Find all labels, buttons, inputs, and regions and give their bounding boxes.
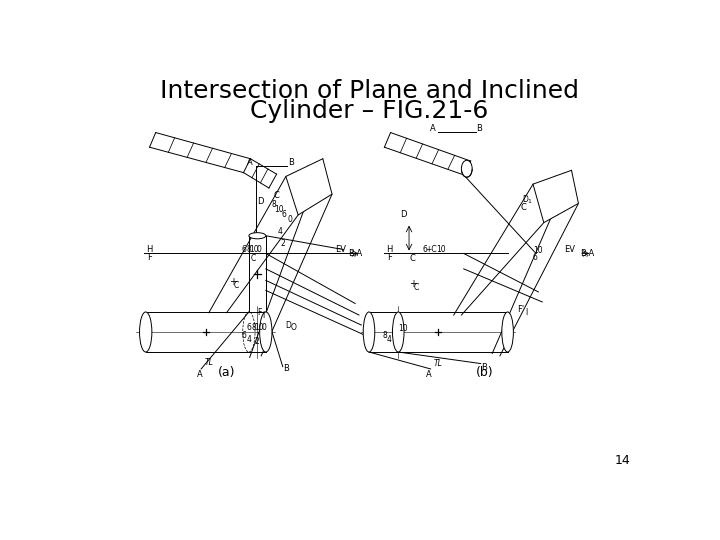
Text: 8: 8 (272, 200, 276, 210)
Text: F: F (147, 253, 152, 262)
Ellipse shape (392, 312, 404, 352)
Polygon shape (533, 170, 578, 222)
Text: B: B (482, 363, 487, 372)
Text: 6: 6 (242, 332, 247, 340)
Text: 6: 6 (423, 245, 428, 254)
Text: O: O (291, 323, 297, 332)
Text: D: D (285, 321, 291, 329)
Text: TL: TL (434, 359, 443, 368)
Ellipse shape (363, 312, 375, 352)
Text: 14: 14 (615, 454, 631, 467)
Text: 8: 8 (246, 245, 251, 254)
Text: 1: 1 (527, 199, 531, 204)
Text: A: A (426, 370, 432, 379)
Text: +C: +C (426, 245, 437, 254)
Text: 10: 10 (249, 245, 259, 254)
Text: 10: 10 (254, 323, 264, 332)
Text: C: C (521, 202, 527, 212)
Text: F': F' (517, 305, 524, 314)
Text: 6: 6 (246, 323, 251, 332)
Text: D: D (257, 197, 264, 206)
Ellipse shape (462, 160, 472, 177)
Text: (b): (b) (476, 366, 493, 379)
Ellipse shape (249, 233, 266, 239)
Ellipse shape (502, 312, 513, 352)
Text: EV: EV (335, 245, 346, 254)
Polygon shape (286, 159, 332, 215)
Text: +: + (409, 279, 417, 289)
Text: Cylinder – FIG.21-6: Cylinder – FIG.21-6 (250, 99, 488, 123)
Text: 6: 6 (242, 245, 247, 254)
Text: 4: 4 (278, 227, 283, 237)
Text: 2: 2 (280, 239, 285, 248)
Text: EV: EV (564, 245, 575, 254)
Text: D: D (523, 195, 528, 204)
Text: (a): (a) (218, 366, 235, 379)
Text: 6: 6 (282, 210, 287, 219)
Text: 8: 8 (251, 323, 256, 332)
Text: C: C (274, 191, 279, 200)
Ellipse shape (260, 312, 272, 352)
Text: 0: 0 (287, 215, 292, 224)
Text: H: H (146, 245, 153, 254)
Text: 0: 0 (261, 323, 266, 332)
Text: 10: 10 (436, 245, 446, 254)
Text: Intersection of Plane and Inclined: Intersection of Plane and Inclined (160, 79, 578, 103)
Text: I: I (526, 308, 528, 317)
Text: 2: 2 (254, 337, 259, 346)
Text: A: A (247, 158, 253, 167)
Text: 0: 0 (256, 245, 261, 254)
Text: F: F (387, 253, 392, 262)
Text: A: A (197, 370, 202, 379)
Text: 10: 10 (534, 246, 543, 255)
Text: 10: 10 (274, 205, 284, 214)
Text: H: H (387, 245, 393, 254)
Text: B: B (476, 124, 482, 133)
Text: B: B (283, 364, 289, 374)
Text: F: F (258, 308, 262, 317)
Text: D: D (400, 211, 407, 219)
Text: 4: 4 (387, 335, 392, 344)
Text: B: B (288, 158, 294, 167)
Text: +: + (230, 277, 238, 287)
Text: 8: 8 (382, 332, 387, 340)
Text: C: C (251, 254, 256, 262)
Text: TL: TL (204, 359, 213, 367)
Text: 10: 10 (398, 323, 408, 333)
Text: C: C (410, 254, 416, 262)
Text: A: A (430, 124, 436, 133)
Text: C: C (413, 283, 418, 292)
Text: I: I (262, 310, 265, 320)
Text: 6: 6 (532, 253, 537, 262)
Text: C: C (234, 280, 239, 289)
Text: 4: 4 (246, 335, 251, 344)
Text: B,A: B,A (348, 249, 362, 258)
Ellipse shape (140, 312, 152, 352)
Text: B,A: B,A (580, 249, 594, 258)
